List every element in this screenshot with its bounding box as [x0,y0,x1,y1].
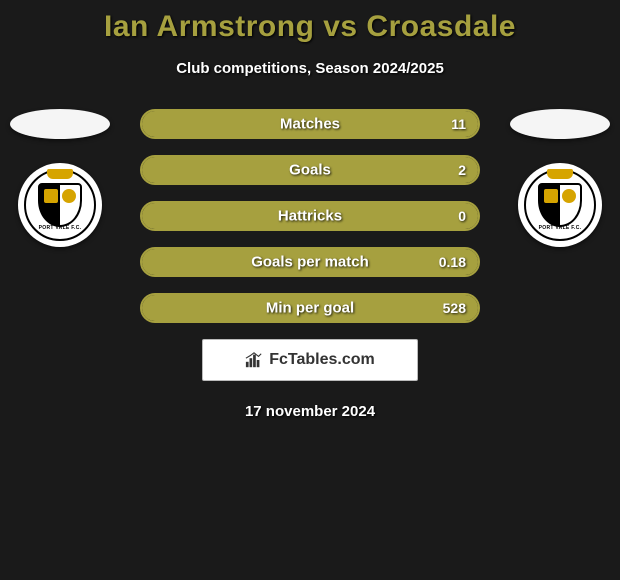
stat-row: Min per goal528 [140,293,480,323]
stat-row: Goals2 [140,155,480,185]
brand-text: FcTables.com [269,351,375,369]
stat-label: Min per goal [142,300,478,317]
right-club-badge: PORT VALE F.C. [518,163,602,247]
stat-value-right: 11 [451,116,466,132]
bar-chart-icon [245,351,263,369]
stat-row: Matches11 [140,109,480,139]
left-club-badge: PORT VALE F.C. [18,163,102,247]
page-title: Ian Armstrong vs Croasdale [0,0,620,44]
stat-label: Goals [142,162,478,179]
stat-label: Goals per match [142,254,478,271]
stat-row: Goals per match0.18 [140,247,480,277]
right-club-name: PORT VALE F.C. [526,225,594,231]
stats-list: Matches11 Goals2 Hattricks0 Goals per match… [140,109,480,323]
stat-value-right: 2 [458,162,466,178]
stat-label: Matches [142,116,478,133]
subtitle: Club competitions, Season 2024/2025 [0,60,620,77]
date-label: 17 november 2024 [0,403,620,420]
stat-row: Hattricks0 [140,201,480,231]
stat-value-right: 0 [458,208,466,224]
right-player-avatar [510,109,610,139]
comparison-area: PORT VALE F.C. PORT VALE F.C. Matches11 G… [0,109,620,420]
stat-value-right: 0.18 [439,254,466,270]
left-player-avatar [10,109,110,139]
stat-value-right: 528 [443,300,466,316]
right-player-column: PORT VALE F.C. [500,109,620,247]
left-club-name: PORT VALE F.C. [26,225,94,231]
left-player-column: PORT VALE F.C. [0,109,120,247]
stat-label: Hattricks [142,208,478,225]
brand-box[interactable]: FcTables.com [202,339,418,381]
